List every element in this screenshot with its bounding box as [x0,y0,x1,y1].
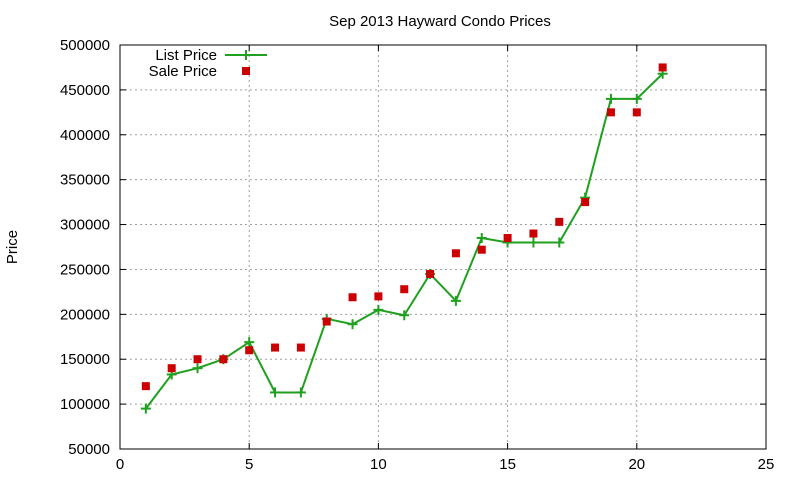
sale-price-point [581,198,590,207]
sale-price-point [296,343,305,352]
sale-price-point [555,217,564,226]
chart-title: Sep 2013 Hayward Condo Prices [329,13,551,30]
sale-price-point [451,249,460,258]
sale-price-point [503,234,512,243]
x-tick-label: 5 [245,456,253,473]
grid-lines [120,45,766,449]
sale-price-point [219,355,228,364]
sale-price-point [426,269,435,278]
legend-marker [242,67,250,75]
y-tick-label: 500000 [60,37,110,54]
x-tick-label: 15 [499,456,516,473]
y-tick-label: 300000 [60,217,110,234]
y-axis-label: Price [4,230,21,264]
data-series [140,63,668,414]
list-price-point [450,295,461,306]
plot-frame [119,44,767,450]
sale-price-point [632,108,641,117]
y-tick-label: 250000 [60,261,110,278]
sale-price-point [271,343,280,352]
sale-price-point [348,293,357,302]
list-price-point [476,233,487,244]
list-price-point [244,337,255,348]
list-price-point [347,319,358,330]
y-tick-label: 400000 [60,127,110,144]
sale-price-point [658,63,667,72]
list-price-point [373,304,384,315]
legend-marker [241,50,251,60]
list-price-point [554,237,565,248]
y-tick-label: 150000 [60,351,110,368]
sale-price-point [529,229,538,238]
list-price-point [631,93,642,104]
sale-price-point [322,317,331,326]
x-tick-label: 25 [758,456,775,473]
y-tick-label: 450000 [60,82,110,99]
legend-label: List Price [155,47,217,64]
legend-label: Sale Price [149,63,217,80]
x-tick-label: 10 [370,456,387,473]
sale-price-point [477,245,486,254]
sale-price-point [193,355,202,364]
sale-price-point [167,364,176,373]
list-price-point [270,387,281,398]
list-price-point [192,363,203,374]
x-tick-label: 20 [628,456,645,473]
axis-ticks [119,44,767,450]
y-tick-label: 200000 [60,306,110,323]
tick-labels: 0 5 10 15 20 25 50000 100000 150000 200000 250000 3… [60,37,774,473]
list-price-point [399,310,410,321]
list-price-point [528,237,539,248]
sale-price-point [374,292,383,301]
sale-price-point [400,285,409,294]
y-tick-label: 350000 [60,172,110,189]
y-tick-label: 100000 [60,396,110,413]
list-price-point [605,93,616,104]
sale-price-point [245,346,254,355]
list-price-point [295,387,306,398]
x-tick-label: 0 [116,456,124,473]
sale-price-point [606,108,615,117]
list-price-point [140,403,151,414]
y-tick-label: 50000 [68,441,110,458]
sale-price-point [141,382,150,391]
